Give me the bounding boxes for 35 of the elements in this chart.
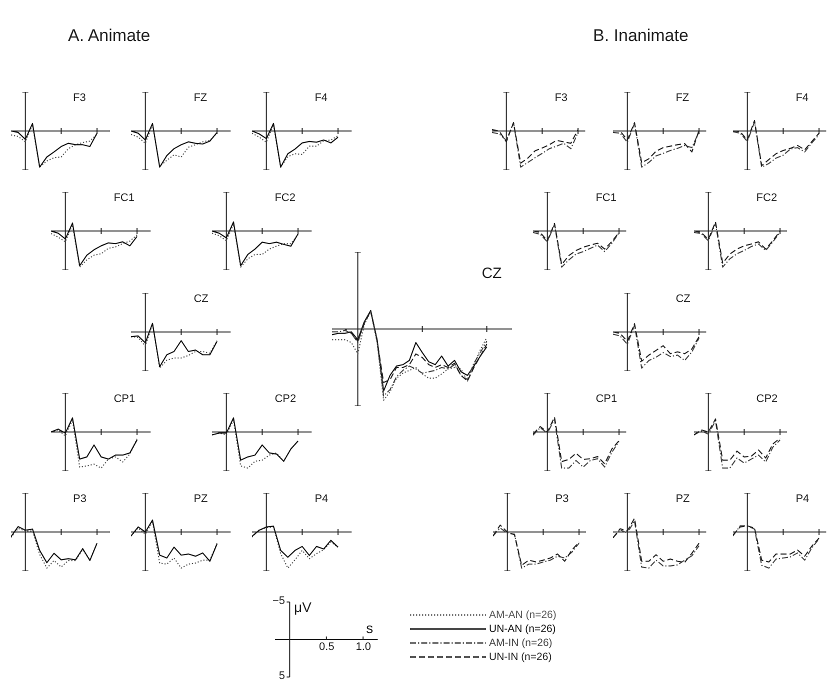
text: B. Inanimate [593,26,688,46]
text: μV [294,598,312,615]
text: UN-AN (n=26) [488,623,556,635]
chart-title: F3 [72,92,86,104]
chart-title: FZ [676,92,690,104]
chart-title: F4 [314,92,328,104]
text: AM-AN (n=26) [488,609,556,621]
chart-title: CZ [676,292,690,305]
chart-title: CP1 [596,393,618,405]
text: AM-IN (n=26) [488,637,552,649]
chart-title: FC1 [596,192,616,204]
text: −5 [272,594,285,607]
chart-title: CZ [482,265,502,282]
chart-title: FZ [194,92,208,104]
chart-title: P3 [555,493,569,505]
chart-title: CP2 [274,393,296,405]
text: UN-IN (n=26) [488,651,552,663]
chart-title: FC2 [274,192,296,204]
text: 5 [278,670,285,682]
chart-title: P3 [72,493,86,505]
chart-title: FC1 [114,192,134,204]
text: 1.0 [356,641,372,654]
chart-title: FC2 [756,192,778,204]
chart-title: F3 [554,92,568,104]
chart-title: P4 [796,493,810,505]
text: A. Animate [68,26,150,46]
text: s [366,620,374,636]
chart-title: PZ [676,493,690,505]
chart-title: P4 [314,493,328,505]
text: 0.5 [319,641,334,654]
chart-title: F4 [796,92,809,104]
chart-title: CZ [194,292,208,305]
chart-title: PZ [194,493,208,505]
chart-title: CP1 [114,393,136,405]
chart-title: CP2 [756,393,778,405]
